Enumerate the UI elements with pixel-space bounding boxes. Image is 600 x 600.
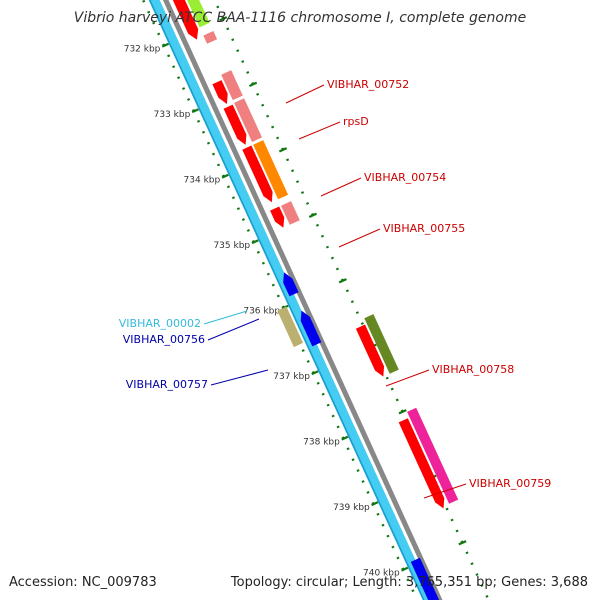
callout-line-vibhar-00756	[207, 318, 260, 341]
feature-label-vibhar-00002: VIBHAR_00002	[119, 317, 201, 330]
callout-line-rpsd	[298, 121, 341, 140]
accession-text: Accession: NC_009783	[9, 575, 157, 590]
feature-label-vibhar-00759: VIBHAR_00759	[469, 477, 551, 490]
rna-track	[148, 0, 434, 600]
gene-00752-pink	[221, 70, 243, 101]
feature-label-vibhar-00758: VIBHAR_00758	[432, 363, 514, 376]
ruler-tick-outer	[398, 409, 407, 415]
gene-arrow-00752	[212, 80, 228, 104]
ruler-tick-outer	[338, 278, 347, 284]
feature-label-vibhar-00756: VIBHAR_00756	[123, 333, 205, 346]
gene-00758-olive	[364, 314, 399, 374]
gene-arrow-00755	[270, 206, 285, 228]
ruler-tick	[251, 239, 259, 245]
gene-arrow-00756	[283, 272, 299, 297]
backbone-line	[162, 0, 443, 600]
ruler-tick-label: 740 kbp	[363, 568, 400, 578]
ruler-tick-label: 732 kbp	[124, 44, 161, 54]
ruler-tick-outer	[278, 147, 288, 153]
feature-label-rpsd: rpsD	[343, 115, 369, 128]
rna-track-edge	[148, 0, 425, 600]
callout-line-vibhar-00759	[423, 483, 467, 499]
feature-label-vibhar-00752: VIBHAR_00752	[327, 78, 409, 91]
gene-top-pink	[203, 31, 218, 44]
callout-line-vibhar-00755	[338, 228, 381, 248]
ruler-tick-label: 735 kbp	[213, 241, 250, 251]
callout-line-vibhar-00002	[203, 310, 248, 325]
gene-arrow-top	[172, 0, 199, 40]
ruler-tick	[161, 42, 170, 48]
ruler-tick	[311, 370, 319, 376]
ruler-tick-label: 737 kbp	[273, 372, 310, 382]
feature-label-vibhar-00757: VIBHAR_00757	[126, 378, 208, 391]
ruler-tick-outer	[248, 81, 258, 87]
gene-00757-khaki	[277, 306, 303, 348]
ruler-tick-label: 734 kbp	[184, 175, 221, 185]
ruler-tick-label: 736 kbp	[243, 306, 280, 316]
callout-line-vibhar-00752	[285, 84, 325, 104]
ruler-tick	[401, 566, 409, 572]
callout-line-vibhar-00754	[320, 177, 362, 197]
gene-00755-pink	[281, 201, 300, 225]
feature-label-vibhar-00754: VIBHAR_00754	[364, 171, 446, 184]
gene-arrow-00759	[398, 418, 445, 509]
gene-rpsD-pink	[234, 98, 262, 142]
ruler-tick-outer	[219, 16, 228, 22]
ruler-tick	[221, 173, 229, 179]
ruler-tick-outer	[458, 540, 467, 546]
ruler-tick-label: 739 kbp	[333, 503, 370, 513]
ruler-tick-label: 738 kbp	[303, 437, 340, 447]
gene-00759-magenta	[407, 407, 459, 504]
gene-arrow-00754	[242, 145, 273, 203]
gene-arrow-rpsD	[223, 104, 247, 145]
map-title: Vibrio harveyi ATCC BAA-1116 chromosome …	[74, 10, 526, 26]
gene-top-lime	[187, 0, 210, 28]
ruler-tick	[341, 435, 349, 441]
topology-summary: Topology: circular; Length: 3,765,351 bp…	[230, 575, 588, 590]
gene-arrow-00757	[300, 310, 322, 347]
ruler-tick-outer	[308, 212, 318, 218]
ruler-tick	[371, 501, 379, 507]
feature-label-vibhar-00755: VIBHAR_00755	[383, 222, 465, 235]
callout-line-vibhar-00757	[210, 369, 269, 386]
gene-00754-orange	[253, 140, 289, 200]
gene-arrow-bottom	[410, 557, 440, 600]
gene-arrow-00758	[355, 324, 385, 377]
ruler-tick-label: 733 kbp	[154, 110, 191, 120]
callout-line-vibhar-00758	[385, 369, 430, 387]
ruler-tick	[191, 108, 199, 114]
